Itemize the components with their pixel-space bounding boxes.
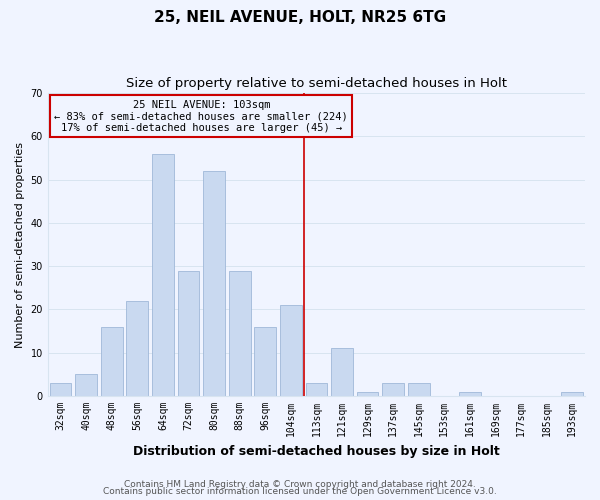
- Bar: [101, 327, 122, 396]
- Bar: [152, 154, 174, 396]
- Bar: [356, 392, 379, 396]
- Text: Contains HM Land Registry data © Crown copyright and database right 2024.: Contains HM Land Registry data © Crown c…: [124, 480, 476, 489]
- Y-axis label: Number of semi-detached properties: Number of semi-detached properties: [15, 142, 25, 348]
- Bar: [178, 270, 199, 396]
- Text: 25 NEIL AVENUE: 103sqm
← 83% of semi-detached houses are smaller (224)
17% of se: 25 NEIL AVENUE: 103sqm ← 83% of semi-det…: [55, 100, 348, 132]
- Bar: [382, 383, 404, 396]
- Bar: [562, 392, 583, 396]
- Bar: [75, 374, 97, 396]
- Bar: [50, 383, 71, 396]
- Bar: [127, 301, 148, 396]
- Bar: [229, 270, 251, 396]
- Bar: [331, 348, 353, 396]
- Bar: [459, 392, 481, 396]
- Bar: [408, 383, 430, 396]
- Bar: [280, 305, 302, 396]
- Title: Size of property relative to semi-detached houses in Holt: Size of property relative to semi-detach…: [126, 78, 507, 90]
- X-axis label: Distribution of semi-detached houses by size in Holt: Distribution of semi-detached houses by …: [133, 444, 500, 458]
- Bar: [254, 327, 276, 396]
- Bar: [203, 171, 225, 396]
- Text: Contains public sector information licensed under the Open Government Licence v3: Contains public sector information licen…: [103, 487, 497, 496]
- Bar: [305, 383, 327, 396]
- Text: 25, NEIL AVENUE, HOLT, NR25 6TG: 25, NEIL AVENUE, HOLT, NR25 6TG: [154, 10, 446, 25]
